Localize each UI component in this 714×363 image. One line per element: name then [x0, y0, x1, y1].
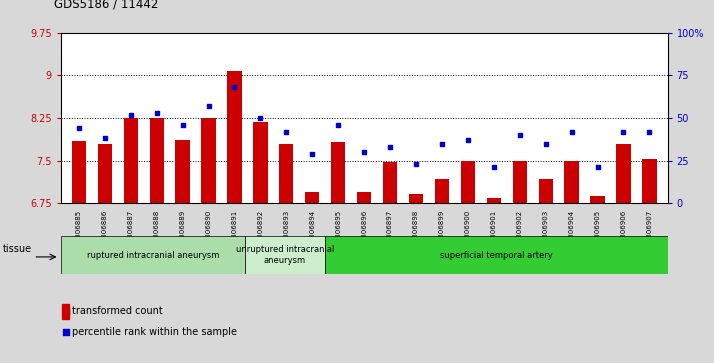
Text: percentile rank within the sample: percentile rank within the sample	[72, 327, 237, 337]
Text: GDS5186 / 11442: GDS5186 / 11442	[54, 0, 158, 11]
Bar	[357, 192, 371, 203]
Point	[281, 129, 292, 135]
FancyBboxPatch shape	[325, 236, 668, 274]
Point	[177, 122, 188, 128]
Bar	[643, 159, 657, 203]
Point	[436, 141, 448, 147]
Bar	[201, 118, 216, 203]
Point	[488, 164, 500, 170]
Point	[203, 103, 214, 109]
Bar	[176, 140, 190, 203]
Point	[60, 329, 71, 335]
Point	[333, 122, 344, 128]
Point	[228, 84, 240, 90]
Point	[462, 137, 473, 143]
Point	[125, 112, 136, 118]
Text: tissue: tissue	[3, 244, 32, 254]
Bar	[383, 162, 397, 203]
Point	[411, 161, 422, 167]
Bar	[461, 160, 475, 203]
Bar	[616, 144, 630, 203]
Point	[644, 129, 655, 135]
Bar	[227, 72, 241, 203]
Text: unruptured intracranial
aneurysm: unruptured intracranial aneurysm	[236, 245, 334, 265]
Bar	[409, 193, 423, 203]
Bar	[331, 142, 346, 203]
Point	[73, 125, 84, 131]
Bar	[98, 144, 112, 203]
Point	[255, 115, 266, 121]
Bar	[487, 197, 501, 203]
Point	[384, 144, 396, 150]
Bar	[124, 118, 138, 203]
Point	[306, 151, 318, 157]
FancyBboxPatch shape	[246, 236, 325, 274]
Bar	[253, 122, 268, 203]
Point	[99, 135, 111, 141]
Point	[592, 164, 603, 170]
Point	[540, 141, 551, 147]
Text: ruptured intracranial aneurysm: ruptured intracranial aneurysm	[87, 250, 219, 260]
Bar	[565, 160, 579, 203]
Text: transformed count: transformed count	[72, 306, 163, 316]
Bar	[62, 304, 69, 319]
Point	[358, 149, 370, 155]
Bar	[279, 144, 293, 203]
FancyBboxPatch shape	[61, 236, 246, 274]
Point	[618, 129, 629, 135]
Bar	[513, 160, 527, 203]
Point	[60, 309, 71, 314]
Bar	[71, 141, 86, 203]
Bar	[435, 179, 449, 203]
Bar	[305, 192, 319, 203]
Bar	[590, 196, 605, 203]
Bar	[538, 179, 553, 203]
Point	[566, 129, 578, 135]
Bar	[149, 118, 164, 203]
Point	[151, 110, 162, 116]
Text: superficial temporal artery: superficial temporal artery	[440, 250, 553, 260]
Point	[514, 132, 526, 138]
